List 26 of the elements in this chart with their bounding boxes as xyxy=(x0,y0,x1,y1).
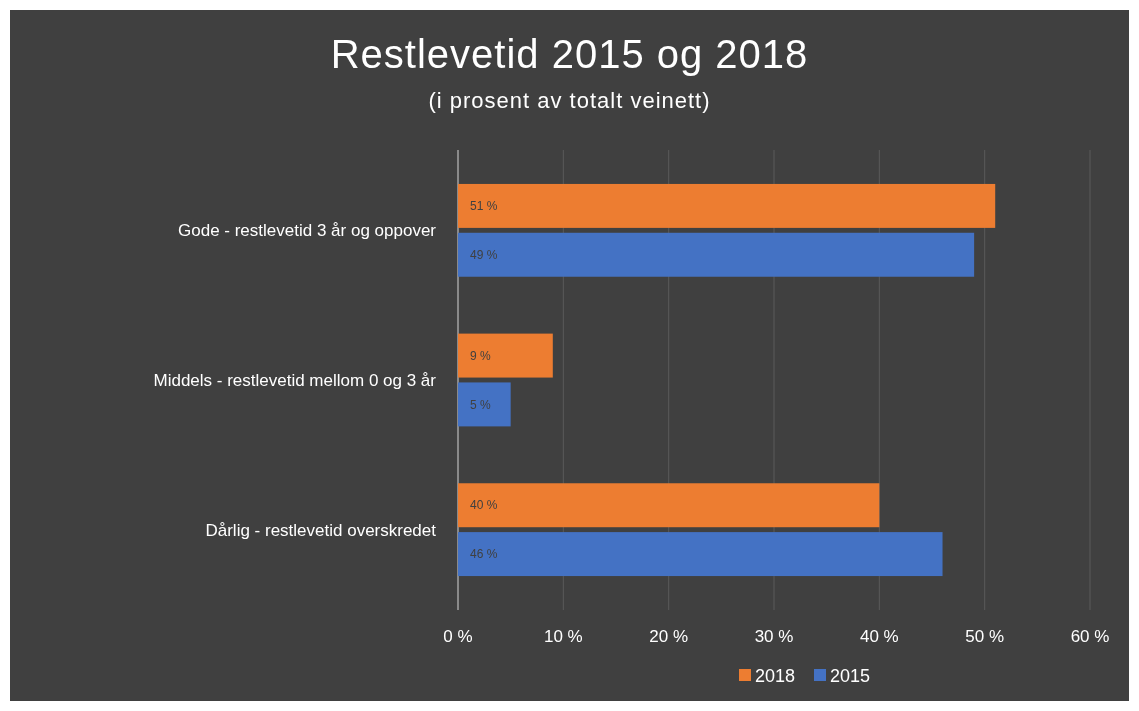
x-tick-label: 0 % xyxy=(443,627,473,646)
y-tick-label: Dårlig - restlevetid overskredet xyxy=(205,520,437,540)
x-tick-label: 10 % xyxy=(543,627,583,646)
data-label: 51 % xyxy=(470,199,498,214)
chart-title: Restlevetid 2015 og 2018 xyxy=(330,32,809,76)
data-label: 40 % xyxy=(470,498,498,513)
chart-subtitle: (i prosent av totalt veinett) xyxy=(428,88,711,113)
x-tick-label: 20 % xyxy=(649,627,689,646)
data-label: 49 % xyxy=(470,247,498,262)
x-tick-label: 30 % xyxy=(754,627,794,646)
x-tick-label: 40 % xyxy=(859,627,899,646)
bar xyxy=(458,483,880,528)
data-label: 5 % xyxy=(470,397,492,412)
legend-label: 2018 xyxy=(755,666,796,687)
x-tick-label: 60 % xyxy=(1070,627,1110,646)
bar xyxy=(458,183,996,228)
y-tick-label: Gode - restlevetid 3 år og oppover xyxy=(178,221,437,241)
bar xyxy=(458,333,553,378)
x-tick-label: 50 % xyxy=(965,627,1005,646)
data-label: 9 % xyxy=(470,348,492,363)
legend-label: 2015 xyxy=(830,666,871,687)
bar xyxy=(458,232,975,277)
bar xyxy=(458,532,943,577)
data-label: 46 % xyxy=(470,547,498,562)
y-tick-label: Middels - restlevetid mellom 0 og 3 år xyxy=(153,370,437,390)
bar xyxy=(458,382,511,427)
